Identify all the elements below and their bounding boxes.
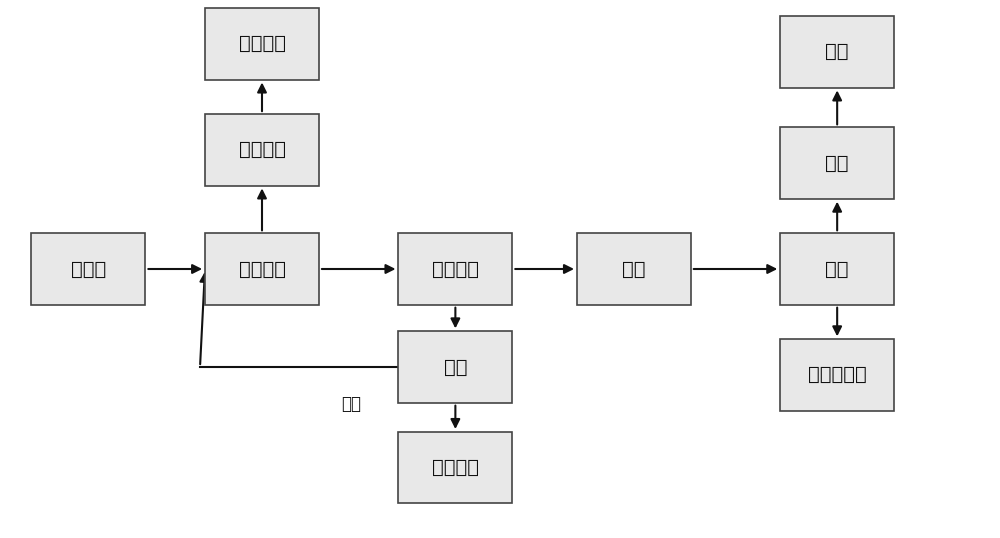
Text: 蒸汽: 蒸汽 bbox=[825, 153, 849, 173]
FancyBboxPatch shape bbox=[205, 8, 319, 80]
FancyBboxPatch shape bbox=[205, 233, 319, 305]
FancyBboxPatch shape bbox=[398, 233, 512, 305]
FancyBboxPatch shape bbox=[577, 233, 691, 305]
FancyBboxPatch shape bbox=[780, 233, 894, 305]
FancyBboxPatch shape bbox=[398, 432, 512, 504]
FancyBboxPatch shape bbox=[780, 16, 894, 88]
Text: 回流: 回流 bbox=[341, 395, 361, 413]
FancyBboxPatch shape bbox=[780, 339, 894, 410]
FancyBboxPatch shape bbox=[31, 233, 145, 305]
Text: 沼渣: 沼渣 bbox=[622, 259, 646, 279]
FancyBboxPatch shape bbox=[205, 114, 319, 186]
Text: 锅炉: 锅炉 bbox=[825, 259, 849, 279]
Text: 生产: 生产 bbox=[825, 43, 849, 61]
Text: 厌氧消化: 厌氧消化 bbox=[239, 259, 286, 279]
Text: 沼液: 沼液 bbox=[444, 357, 467, 377]
Text: 稻壳灰利用: 稻壳灰利用 bbox=[808, 365, 867, 385]
Text: 沼气净化: 沼气净化 bbox=[239, 140, 286, 159]
FancyBboxPatch shape bbox=[398, 331, 512, 403]
Text: 固液分离: 固液分离 bbox=[432, 259, 479, 279]
Text: 沼气利用: 沼气利用 bbox=[239, 34, 286, 53]
Text: 白酒糟: 白酒糟 bbox=[71, 259, 106, 279]
Text: 沼液处置: 沼液处置 bbox=[432, 458, 479, 477]
FancyBboxPatch shape bbox=[780, 128, 894, 199]
